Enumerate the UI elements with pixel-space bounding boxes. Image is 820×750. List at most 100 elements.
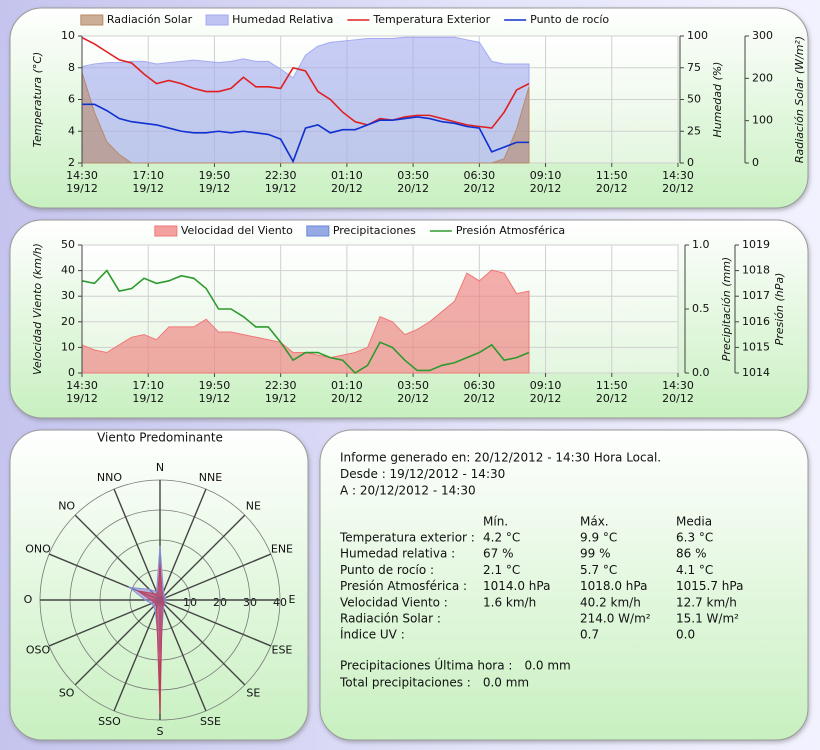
report-value: 0.0 mm bbox=[524, 659, 570, 673]
spoke bbox=[113, 599, 161, 712]
x-tick-label: 19/12 bbox=[132, 392, 164, 405]
x-tick-label: 03:50 bbox=[397, 379, 429, 392]
r-tick-label: 20 bbox=[213, 596, 227, 609]
report-header: Informe generado en: 20/12/2012 - 14:30 … bbox=[340, 451, 661, 465]
area bbox=[81, 269, 530, 374]
spoke bbox=[74, 599, 161, 686]
area bbox=[81, 72, 530, 164]
x-tick-label: 19/12 bbox=[66, 392, 98, 405]
x-tick-label: 20/12 bbox=[331, 392, 363, 405]
x-tick-label: 19:50 bbox=[199, 379, 231, 392]
report-value: 6.3 °C bbox=[676, 531, 713, 545]
x-tick-label: 19/12 bbox=[199, 392, 231, 405]
report-value: 2.1 °C bbox=[483, 563, 520, 577]
y-tick-label: 0 bbox=[68, 366, 75, 379]
y-tick-label: 8 bbox=[68, 61, 75, 74]
legend-swatch bbox=[154, 225, 178, 237]
y-tick-label: 30 bbox=[61, 289, 75, 302]
x-tick-label: 20/12 bbox=[530, 182, 562, 195]
x-tick-label: 14:30 bbox=[662, 379, 694, 392]
x-tick-label: 14:30 bbox=[66, 169, 98, 182]
x-tick-label: 19/12 bbox=[199, 182, 231, 195]
x-tick-label: 20/12 bbox=[662, 392, 694, 405]
legend-label: Radiación Solar bbox=[107, 13, 193, 26]
report-value: 1018.0 hPa bbox=[580, 579, 647, 593]
y3-tick-label: 300 bbox=[752, 29, 773, 42]
y-tick-label: 2 bbox=[68, 156, 75, 169]
spoke bbox=[159, 553, 272, 601]
y3-tick-label: 1015 bbox=[742, 340, 770, 353]
y2-tick-label: 0.5 bbox=[692, 302, 710, 315]
spoke bbox=[48, 599, 161, 647]
report-label: Total precipitaciones : bbox=[339, 676, 471, 690]
y2-tick-label: 0.0 bbox=[692, 366, 710, 379]
line bbox=[81, 36, 530, 129]
panel bbox=[319, 429, 809, 741]
x-tick-label: 17:10 bbox=[132, 379, 164, 392]
axis-title: Temperatura (°C) bbox=[31, 52, 44, 148]
direction-label: S bbox=[157, 725, 164, 738]
x-tick-label: 01:10 bbox=[331, 379, 363, 392]
y2-tick-label: 50 bbox=[687, 93, 701, 106]
report-header: A : 20/12/2012 - 14:30 bbox=[340, 484, 476, 498]
report-label: Presión Atmosférica : bbox=[340, 579, 467, 593]
x-tick-label: 20/12 bbox=[596, 392, 628, 405]
legend-swatch bbox=[80, 14, 104, 26]
x-tick-label: 14:30 bbox=[662, 169, 694, 182]
y3-tick-label: 200 bbox=[752, 71, 773, 84]
direction-label: N bbox=[156, 461, 164, 474]
report-label: Velocidad Viento : bbox=[340, 595, 448, 609]
axis-title: Velocidad Viento (km/h) bbox=[31, 243, 44, 375]
report-header: Desde : 19/12/2012 - 14:30 bbox=[340, 467, 505, 481]
y3-tick-label: 1019 bbox=[742, 238, 770, 251]
y-tick-label: 4 bbox=[68, 124, 75, 137]
x-tick-label: 20/12 bbox=[662, 182, 694, 195]
axis-title: Presión (hPa) bbox=[773, 273, 786, 346]
x-tick-label: 20/12 bbox=[530, 392, 562, 405]
y2-tick-label: 1.0 bbox=[692, 238, 710, 251]
legend-label: Temperatura Exterior bbox=[372, 13, 490, 26]
direction-label: NNO bbox=[97, 471, 122, 484]
y-tick-label: 10 bbox=[61, 340, 75, 353]
direction-label: E bbox=[289, 593, 296, 606]
x-tick-label: 20/12 bbox=[463, 392, 495, 405]
y3-tick-label: 1016 bbox=[742, 315, 770, 328]
x-tick-label: 19/12 bbox=[265, 182, 297, 195]
x-tick-label: 19:50 bbox=[199, 169, 231, 182]
y2-tick-label: 100 bbox=[687, 29, 708, 42]
x-tick-label: 20/12 bbox=[397, 392, 429, 405]
report-label: Índice UV : bbox=[340, 627, 405, 642]
report-value: 86 % bbox=[676, 547, 707, 561]
x-tick-label: 06:30 bbox=[463, 169, 495, 182]
report-label: Radiación Solar : bbox=[340, 612, 441, 626]
y2-tick-label: 75 bbox=[687, 61, 701, 74]
column-header: Máx. bbox=[580, 515, 609, 529]
x-tick-label: 20/12 bbox=[397, 182, 429, 195]
axis-title: Precipitación (mm) bbox=[720, 257, 733, 361]
legend-swatch bbox=[205, 14, 229, 26]
direction-label: NO bbox=[58, 500, 75, 513]
spoke bbox=[159, 599, 272, 647]
spoke bbox=[159, 488, 207, 601]
legend-label: Velocidad del Viento bbox=[181, 224, 293, 237]
y3-tick-label: 0 bbox=[752, 156, 759, 169]
y2-tick-label: 0 bbox=[687, 156, 694, 169]
report-value: 1014.0 hPa bbox=[483, 579, 550, 593]
spoke bbox=[113, 488, 161, 601]
direction-label: OSO bbox=[26, 644, 51, 657]
report-value: 4.1 °C bbox=[676, 563, 713, 577]
x-tick-label: 11:50 bbox=[596, 169, 628, 182]
legend-label: Presión Atmosférica bbox=[456, 224, 565, 237]
direction-label: NE bbox=[246, 500, 261, 513]
x-tick-label: 19/12 bbox=[66, 182, 98, 195]
report-value: 5.7 °C bbox=[580, 563, 617, 577]
report-value: 67 % bbox=[483, 547, 514, 561]
report-label: Temperatura exterior : bbox=[339, 531, 475, 545]
x-tick-label: 09:10 bbox=[530, 169, 562, 182]
report-value: 0.7 bbox=[580, 628, 599, 642]
x-tick-label: 22:30 bbox=[265, 379, 297, 392]
x-tick-label: 06:30 bbox=[463, 379, 495, 392]
y2-tick-label: 25 bbox=[687, 124, 701, 137]
x-tick-label: 20/12 bbox=[331, 182, 363, 195]
direction-label: O bbox=[24, 593, 33, 606]
